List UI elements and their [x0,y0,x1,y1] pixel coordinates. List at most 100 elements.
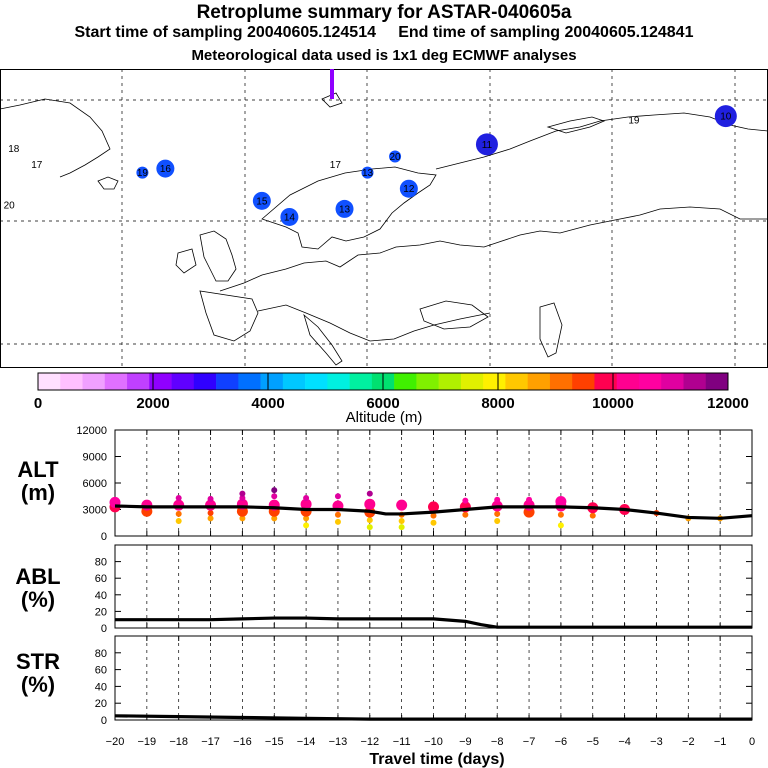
colorbar-cell [38,373,61,390]
coastlines [0,92,768,366]
colorbar-cell [483,373,506,390]
x-tick-label: −1 [714,736,727,748]
mediterranean-coast [257,304,491,342]
plume-centroid-label: 18 [8,144,20,155]
cluster-marker [619,504,631,515]
meteorological-data-note: Meteorological data used is 1x1 deg ECMW… [191,47,577,64]
colorbar-cells [37,372,729,391]
cluster-marker [364,498,376,510]
colorbar-tick-label: 4000 [251,395,284,412]
cluster-marker [271,515,278,522]
cluster-marker [462,497,469,504]
colorbar-tick-label: 6000 [366,395,399,412]
x-tick-label: −5 [586,736,599,748]
panel-frame [114,544,753,629]
plume-centroid-marker [714,105,737,128]
x-axis-title: Travel time (days) [369,751,504,768]
cluster-marker [555,496,567,508]
cluster-marker [303,515,310,522]
plume-centroid-markers: 18 17 20 19 16 15 14 13 17 13 20 12 11 19 10 [4,105,737,226]
colorbar-cell [127,373,150,390]
y-tick-label: 0 [101,715,107,727]
series-line-str [114,714,752,721]
iceland-coast [97,176,119,190]
colorbar-cell [549,373,573,390]
x-tick-label: −6 [555,736,568,748]
italy-coast [303,313,343,366]
cluster-marker [396,499,408,511]
cluster-marker [268,499,280,511]
britain-coast [199,230,237,282]
cluster-marker [685,515,692,522]
cluster-marker [334,493,341,500]
release-location-marker [330,69,334,99]
x-tick-label: −3 [650,736,663,748]
retroplume-map: 18 17 20 19 16 15 14 13 17 13 20 12 11 19 10 [0,69,768,368]
colorbar-cell [616,373,640,390]
plume-centroid-marker [389,150,402,163]
greenland-coast [0,98,111,178]
cluster-marker [207,495,214,502]
plume-centroid-label: 14 [284,212,296,223]
y-tick-label: 60 [95,573,107,585]
panel-abl: 0 20 40 60 80 [95,544,753,635]
colorbar-cell [594,373,618,390]
x-tick-label: −10 [424,736,443,748]
y-tick-label: 60 [95,665,107,677]
cluster-marker [109,501,121,513]
x-tick-label: −19 [138,736,157,748]
x-tick-label: −7 [523,736,536,748]
cluster-marker [239,515,246,522]
cluster-marker [175,495,182,502]
plume-centroid-marker [156,159,175,178]
colorbar-axis-title: Altitude (m) [346,409,423,426]
y-tick-label: 40 [95,681,107,693]
cluster-marker [494,496,501,503]
colorbar-cell [216,373,239,390]
alt-panel-unit: (m) [21,480,55,505]
x-tick-label: 0 [749,736,755,748]
colorbar-tick-label: 2000 [136,395,169,412]
abl-panel-title: ABL [15,564,60,589]
y-tick-label: 3000 [83,505,107,517]
colorbar-tick-label: 12000 [707,395,749,412]
x-tick-label: −2 [682,736,695,748]
plume-centroid-label: 11 [482,140,493,151]
x-tick-label: −16 [233,736,252,748]
altitude-colorbar: 0 2000 4000 6000 8000 10000 12000 Altitude (m) [34,372,749,426]
black-sea-coast [419,300,489,330]
cluster-marker [300,505,312,517]
cluster-marker [205,499,217,511]
plume-centroid-label: 20 [4,200,16,211]
cluster-marker [175,510,182,517]
colorbar-cell [260,373,284,390]
cluster-marker [398,511,405,518]
panel-frame [114,635,753,721]
cluster-marker [462,511,469,518]
cluster-marker [141,505,153,517]
colorbar-cell [505,373,528,390]
colorbar-cell [349,373,373,390]
str-panel-unit: (%) [21,672,55,697]
colorbar-cell [527,373,551,390]
plume-centroid-label: 17 [31,160,43,171]
colorbar-cell [661,373,684,390]
colorbar-cell [438,373,462,390]
colorbar-cell [705,373,729,390]
y-tick-label: 40 [95,590,107,602]
cluster-marker [271,487,278,494]
cluster-marker [428,501,439,513]
x-tick-label: −4 [618,736,631,748]
y-tick-label: 20 [95,606,107,618]
cluster-marker [239,490,246,497]
ireland-coast [175,248,197,274]
europe-coast [219,206,768,292]
cluster-marker [557,522,564,529]
cluster-marker [555,500,567,512]
colorbar-cell [149,373,172,390]
plume-centroid-label: 16 [160,164,172,175]
colorbar-cell [60,373,83,390]
cluster-marker [523,499,535,511]
sampling-times: Start time of sampling 20040605.124514 E… [74,24,694,41]
colorbar-tick-labels: 0 2000 4000 6000 8000 10000 12000 [34,395,749,412]
